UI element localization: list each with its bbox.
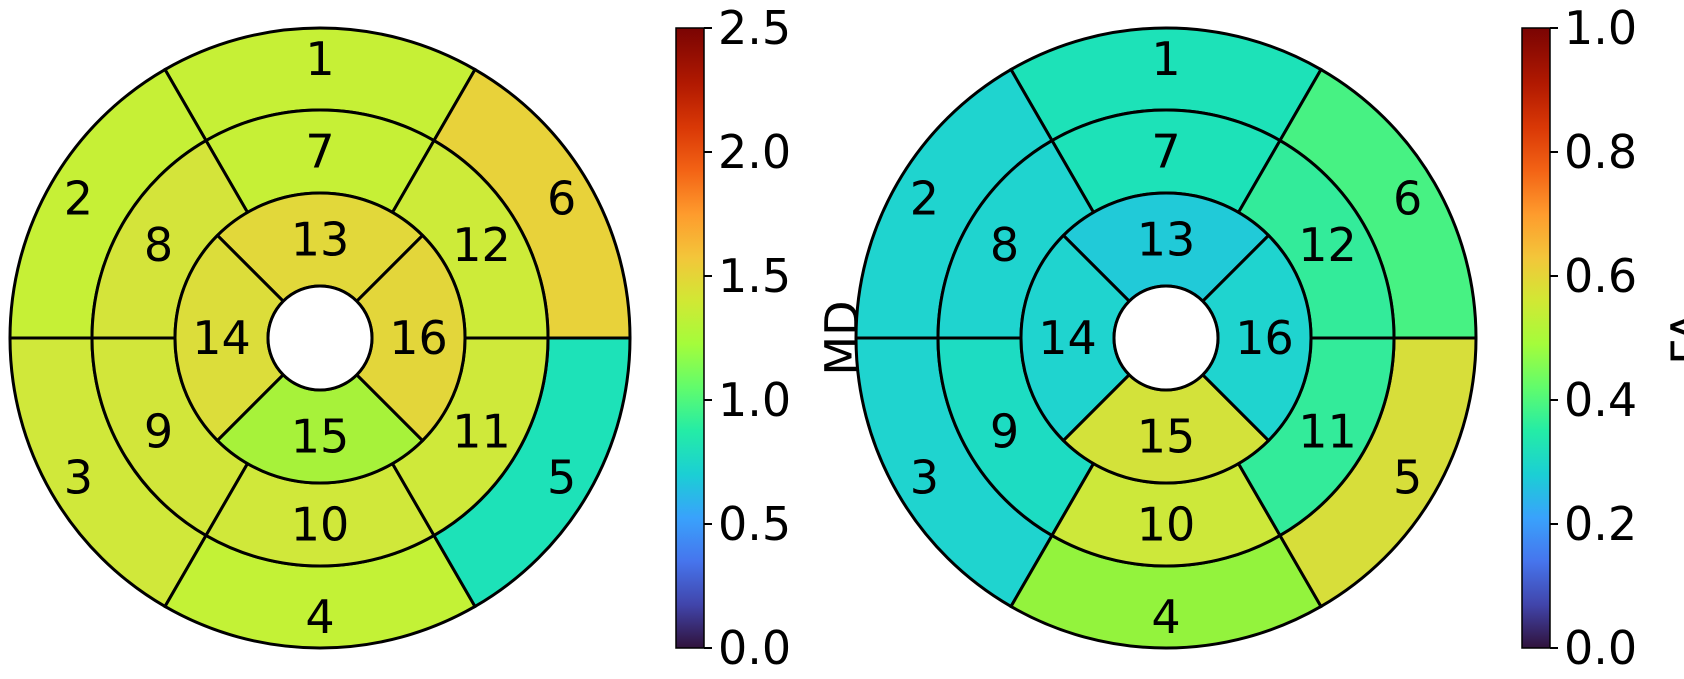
segment-label-15: 15 bbox=[291, 410, 350, 464]
outer-ring bbox=[9, 27, 631, 649]
colorbar-tick-label: 0.6 bbox=[1564, 249, 1637, 303]
segment-label-12: 12 bbox=[1298, 218, 1357, 272]
colorbar-gradient bbox=[1521, 27, 1551, 649]
segment-label-6: 6 bbox=[1393, 172, 1422, 226]
colorbar-gradient bbox=[675, 27, 705, 649]
segment-label-4: 4 bbox=[305, 590, 334, 644]
segment-label-3: 3 bbox=[910, 451, 939, 505]
colorbar-tick-label: 1.0 bbox=[1564, 1, 1637, 55]
segment-label-15: 15 bbox=[1137, 410, 1196, 464]
segment-label-14: 14 bbox=[192, 311, 251, 365]
segment-label-2: 2 bbox=[910, 172, 939, 226]
colorbar-tick-label: 1.0 bbox=[718, 373, 791, 427]
segment-label-8: 8 bbox=[144, 218, 173, 272]
segment-label-10: 10 bbox=[291, 498, 350, 552]
segment-label-8: 8 bbox=[990, 218, 1019, 272]
segment-label-9: 9 bbox=[990, 404, 1019, 458]
segment-label-11: 11 bbox=[1298, 404, 1357, 458]
segment-label-12: 12 bbox=[452, 218, 511, 272]
segment-label-4: 4 bbox=[1151, 590, 1180, 644]
colorbar-tick-label: 2.5 bbox=[718, 1, 791, 55]
colorbar-md: 0.00.51.01.52.02.5MD bbox=[675, 1, 869, 675]
segment-label-11: 11 bbox=[452, 404, 511, 458]
segment-label-1: 1 bbox=[1151, 32, 1180, 86]
segment-label-16: 16 bbox=[389, 311, 448, 365]
segment-label-9: 9 bbox=[144, 404, 173, 458]
colorbar-title: FA bbox=[1661, 311, 1684, 365]
center-hole bbox=[266, 284, 374, 392]
segment-label-5: 5 bbox=[1393, 451, 1422, 505]
colorbar-tick-label: 0.0 bbox=[718, 621, 791, 675]
colorbar-tick-label: 0.0 bbox=[1564, 621, 1637, 675]
colorbar-fa: 0.0 0.2 0.4 0.6 0.8 1.0 FA bbox=[1521, 1, 1684, 675]
segment-label-6: 6 bbox=[547, 172, 576, 226]
colorbar-tick-label: 0.5 bbox=[718, 497, 791, 551]
segment-label-13: 13 bbox=[291, 213, 350, 267]
bullseye-chart-md: 123456789101112131415160.00.51.01.52.02.… bbox=[8, 1, 869, 675]
segment-label-16: 16 bbox=[1235, 311, 1294, 365]
center-hole bbox=[1112, 284, 1220, 392]
segment-label-7: 7 bbox=[305, 125, 334, 179]
segment-label-5: 5 bbox=[547, 451, 576, 505]
segment-label-14: 14 bbox=[1038, 311, 1097, 365]
colorbar-tick-label: 0.4 bbox=[1564, 373, 1637, 427]
segment-label-7: 7 bbox=[1151, 125, 1180, 179]
colorbar-tick-label: 1.5 bbox=[718, 249, 791, 303]
segment-label-10: 10 bbox=[1137, 498, 1196, 552]
segment-label-2: 2 bbox=[64, 172, 93, 226]
segment-label-13: 13 bbox=[1137, 213, 1196, 267]
bullseye-chart-fa: 123456789101112131415160.00.20.40.60.81.… bbox=[854, 1, 1684, 675]
segment-label-3: 3 bbox=[64, 451, 93, 505]
outer-ring bbox=[855, 27, 1477, 649]
segment-label-1: 1 bbox=[305, 32, 334, 86]
colorbar-tick-label: 0.8 bbox=[1564, 125, 1637, 179]
colorbar-tick-label: 0.2 bbox=[1564, 497, 1637, 551]
colorbar-tick-label: 2.0 bbox=[718, 125, 791, 179]
